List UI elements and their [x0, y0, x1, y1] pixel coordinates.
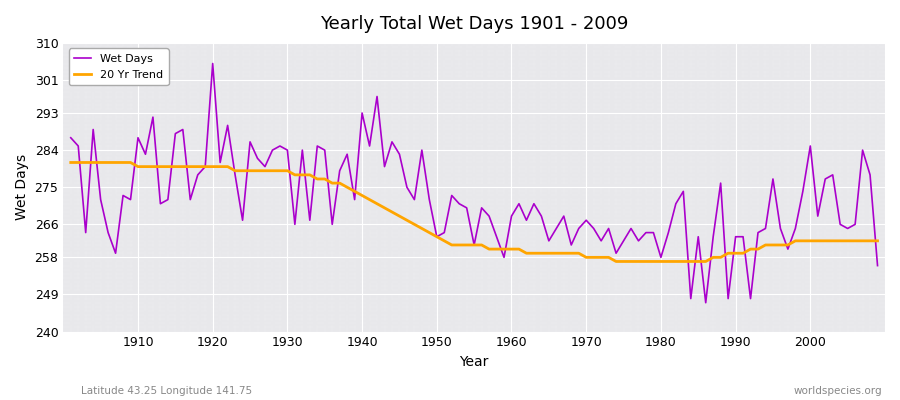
- Wet Days: [125, 197, 136, 202]
- X-axis label: Year: Year: [460, 355, 489, 369]
- 20 Yr Trend: [499, 247, 509, 252]
- Wet Days: [872, 263, 883, 268]
- Text: worldspecies.org: worldspecies.org: [794, 386, 882, 396]
- 20 Yr Trend: [506, 247, 517, 252]
- Wet Days: [66, 135, 77, 140]
- Title: Yearly Total Wet Days 1901 - 2009: Yearly Total Wet Days 1901 - 2009: [320, 15, 628, 33]
- Wet Days: [207, 61, 218, 66]
- 20 Yr Trend: [334, 181, 345, 186]
- Y-axis label: Wet Days: Wet Days: [15, 154, 29, 220]
- 20 Yr Trend: [872, 238, 883, 243]
- Text: Latitude 43.25 Longitude 141.75: Latitude 43.25 Longitude 141.75: [81, 386, 252, 396]
- 20 Yr Trend: [596, 255, 607, 260]
- Wet Days: [342, 152, 353, 157]
- Wet Days: [700, 300, 711, 305]
- Wet Days: [297, 148, 308, 152]
- Wet Days: [506, 214, 517, 218]
- Legend: Wet Days, 20 Yr Trend: Wet Days, 20 Yr Trend: [68, 48, 168, 85]
- 20 Yr Trend: [290, 172, 301, 177]
- Line: Wet Days: Wet Days: [71, 64, 878, 303]
- 20 Yr Trend: [66, 160, 77, 165]
- 20 Yr Trend: [125, 160, 136, 165]
- Wet Days: [514, 201, 525, 206]
- Line: 20 Yr Trend: 20 Yr Trend: [71, 162, 878, 262]
- Wet Days: [603, 226, 614, 231]
- 20 Yr Trend: [611, 259, 622, 264]
